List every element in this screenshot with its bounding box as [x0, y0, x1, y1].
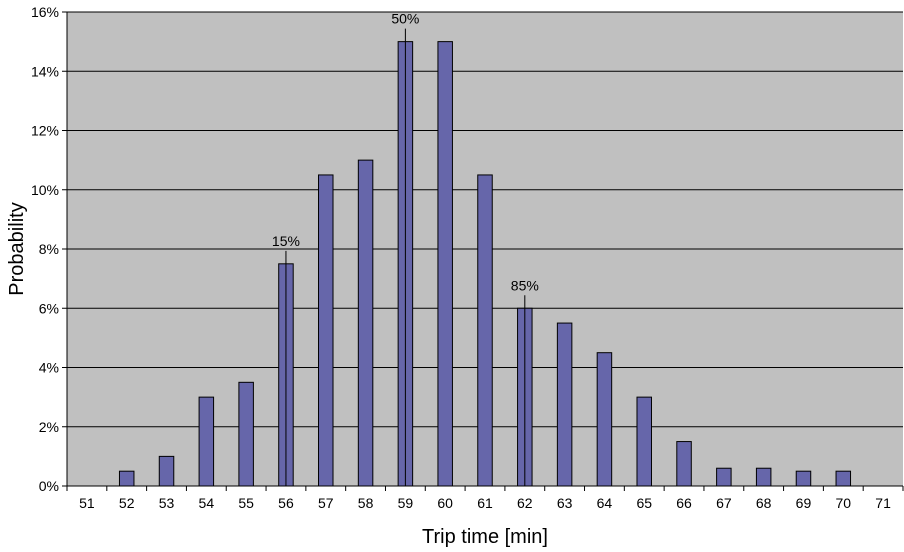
x-tick-label: 65: [636, 495, 652, 511]
percentile-marker-85: 85%: [511, 277, 539, 486]
x-tick-label: 58: [358, 495, 374, 511]
y-tick-label: 10%: [31, 182, 59, 198]
x-tick-label: 71: [875, 495, 891, 511]
x-tick-label: 62: [517, 495, 533, 511]
marker-label: 85%: [511, 277, 539, 293]
bar-60: [437, 41, 453, 487]
y-tick-label: 14%: [31, 63, 59, 79]
bar-57: [318, 174, 334, 487]
x-tick-label: 66: [676, 495, 692, 511]
x-tick-label: 57: [318, 495, 334, 511]
x-tick-label: 53: [159, 495, 175, 511]
axes: 0% 2% 4% 6% 8% 10% 12% 14% 16% 51 52 53 54 55 56 57 58 59…: [31, 4, 904, 511]
x-tick-label: 59: [398, 495, 414, 511]
y-axis-title: Probability: [6, 202, 28, 295]
x-tick-label: 70: [835, 495, 851, 511]
bar-58: [357, 159, 374, 487]
x-tick-label: 69: [796, 495, 812, 511]
y-tick-label: 12%: [31, 123, 59, 139]
x-tick-label: 55: [238, 495, 254, 511]
bar-61: [477, 174, 493, 487]
bar-63: [556, 322, 573, 487]
percentile-marker-50: 50%: [391, 11, 419, 486]
y-tick-label: 8%: [39, 241, 59, 257]
percentile-marker-15: 15%: [272, 233, 300, 486]
bar-52: [118, 470, 135, 487]
y-tick-label: 16%: [31, 4, 59, 20]
y-tick-label: 6%: [39, 300, 59, 316]
marker-label: 50%: [391, 11, 419, 27]
bar-64: [596, 352, 613, 487]
bar-68: [755, 467, 772, 487]
bar-67: [716, 467, 732, 487]
bar-54: [198, 396, 215, 487]
bar-55: [238, 381, 254, 487]
y-tick-label: 2%: [39, 419, 59, 435]
y-tick-label: 0%: [39, 478, 59, 494]
x-tick-label: 51: [79, 495, 95, 511]
x-tick-label: 67: [716, 495, 732, 511]
bar-66: [676, 441, 692, 487]
marker-label: 15%: [272, 233, 300, 249]
y-tick-label: 4%: [39, 360, 59, 376]
x-tick-label: 63: [557, 495, 573, 511]
x-tick-label: 52: [119, 495, 135, 511]
bar-69: [795, 470, 812, 487]
x-tick-label: 56: [278, 495, 294, 511]
x-axis-title: Trip time [min]: [422, 526, 548, 548]
bar-70: [835, 470, 852, 487]
percentile-markers: 15% 50% 85%: [272, 11, 539, 486]
x-tick-label: 61: [477, 495, 493, 511]
x-tick-label: 60: [437, 495, 453, 511]
bar-53: [158, 455, 175, 487]
x-tick-label: 54: [199, 495, 215, 511]
x-tick-label: 68: [756, 495, 772, 511]
bar-65: [636, 396, 652, 487]
x-tick-label: 64: [597, 495, 613, 511]
